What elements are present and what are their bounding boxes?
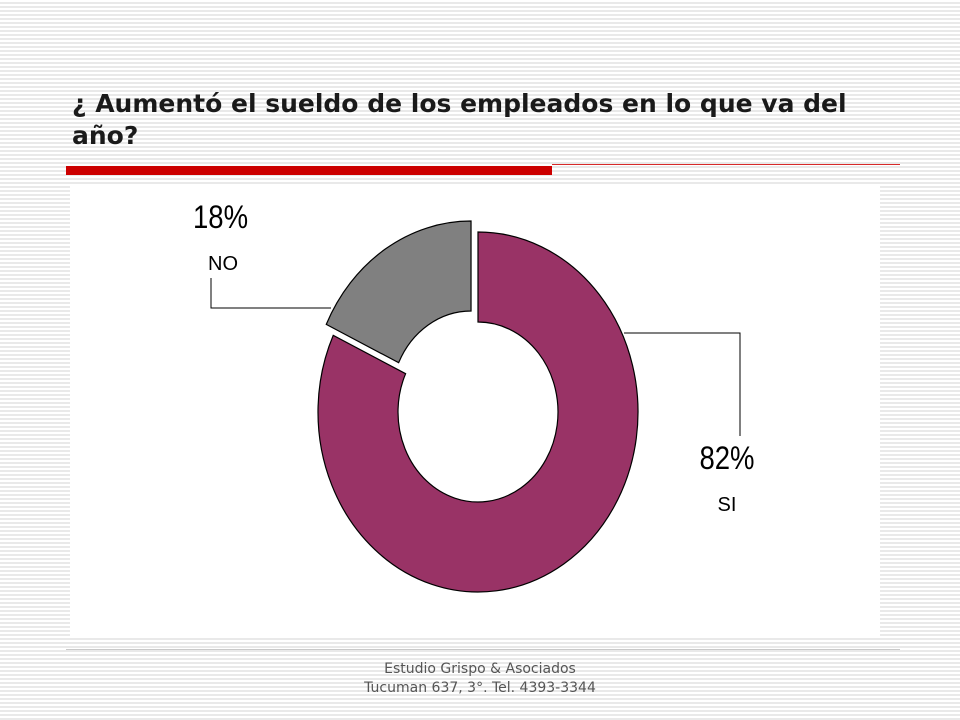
slide-title: ¿ Aumentó el sueldo de los empleados en … [72, 89, 847, 150]
footer-company: Estudio Grispo & Asociados [384, 661, 576, 677]
data-label-si-value: 82% [699, 441, 754, 476]
footer-address: Tucuman 637, 3°. Tel. 4393-3344 [364, 680, 596, 696]
footer: Estudio Grispo & Asociados Tucuman 637, … [0, 660, 960, 698]
data-label-no-category: NO [208, 253, 238, 275]
data-label-no-value: 18% [193, 200, 248, 235]
donut-slice-si [317, 231, 639, 593]
chart-panel: 82% SI 18% NO [70, 186, 880, 638]
footer-divider [66, 649, 900, 650]
donut-slice-no [325, 220, 472, 364]
leader-line-si [624, 332, 741, 436]
leader-line-no [210, 278, 331, 309]
data-label-si-category: SI [718, 494, 737, 516]
title-underline-thin [552, 164, 900, 165]
title-underline-accent [66, 166, 552, 175]
donut-chart: 82% SI 18% NO [193, 200, 755, 593]
